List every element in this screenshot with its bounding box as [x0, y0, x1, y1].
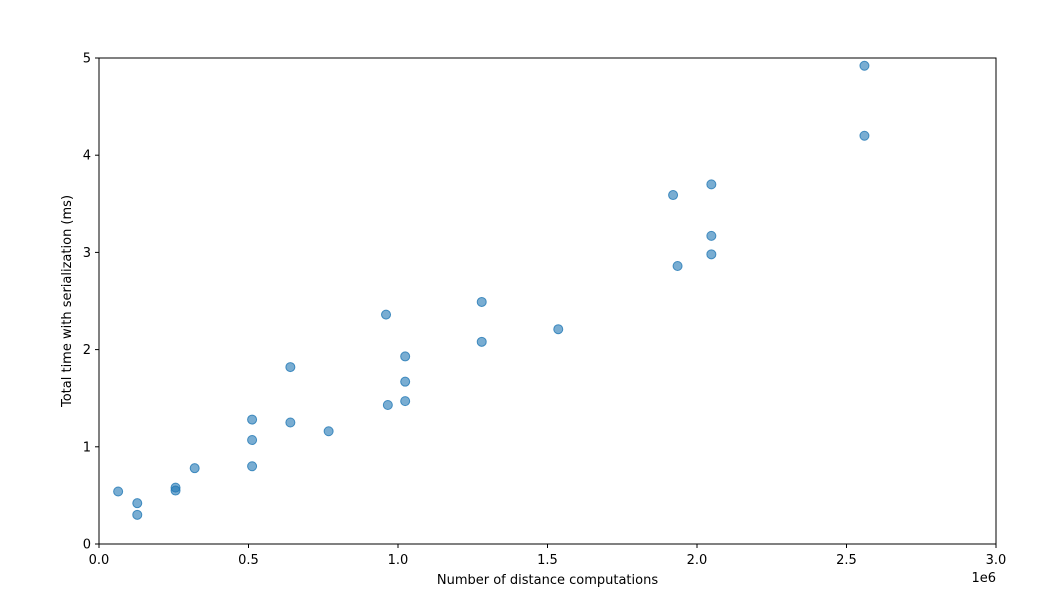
scatter-point — [706, 179, 717, 190]
x-axis-label: Number of distance computations — [437, 573, 658, 588]
y-axis-ticks: 0 1 2 3 4 5 — [83, 52, 99, 553]
scatter-point — [132, 498, 143, 509]
points-layer — [113, 60, 870, 520]
x-tick-label: 1.0 — [388, 553, 409, 568]
scatter-point — [859, 130, 870, 141]
y-axis-label: Total time with serialization (ms) — [60, 195, 75, 408]
x-axis-ticks: 0.0 0.5 1.0 1.5 2.0 2.5 3.0 — [89, 544, 1007, 568]
scatter-point — [189, 463, 200, 474]
y-tick-label: 5 — [83, 52, 91, 67]
x-tick-label: 2.0 — [687, 553, 708, 568]
scatter-point — [170, 485, 181, 496]
scatter-point — [706, 230, 717, 241]
x-tick-label: 1.5 — [537, 553, 558, 568]
plot-area — [99, 58, 996, 544]
x-tick-label: 2.5 — [836, 553, 857, 568]
y-tick-label: 0 — [83, 538, 91, 553]
scatter-point — [553, 324, 564, 335]
scatter-point — [247, 434, 258, 445]
x-tick-label: 0.0 — [89, 553, 110, 568]
x-tick-label: 0.5 — [238, 553, 259, 568]
scatter-point — [247, 461, 258, 472]
x-tick-label: 3.0 — [986, 553, 1007, 568]
scatter-point — [476, 336, 487, 347]
y-tick-label: 4 — [83, 149, 91, 164]
x-axis-offset-label: 1e6 — [971, 571, 996, 586]
scatter-point — [706, 249, 717, 260]
scatter-point — [476, 296, 487, 307]
y-tick-label: 2 — [83, 343, 91, 358]
scatter-point — [400, 351, 411, 362]
y-tick-label: 1 — [83, 440, 91, 455]
scatter-point — [323, 426, 334, 437]
scatter-point — [113, 486, 124, 497]
y-tick-label: 3 — [83, 246, 91, 261]
scatter-point — [285, 417, 296, 428]
scatter-point — [381, 309, 392, 320]
scatter-point — [668, 190, 679, 201]
scatter-point — [400, 396, 411, 407]
scatter-point — [672, 261, 683, 272]
scatter-point — [132, 509, 143, 520]
scatter-point — [859, 60, 870, 71]
scatter-point — [382, 400, 393, 411]
scatter-point — [285, 362, 296, 373]
scatter-point — [247, 414, 258, 425]
scatter-point — [400, 376, 411, 387]
